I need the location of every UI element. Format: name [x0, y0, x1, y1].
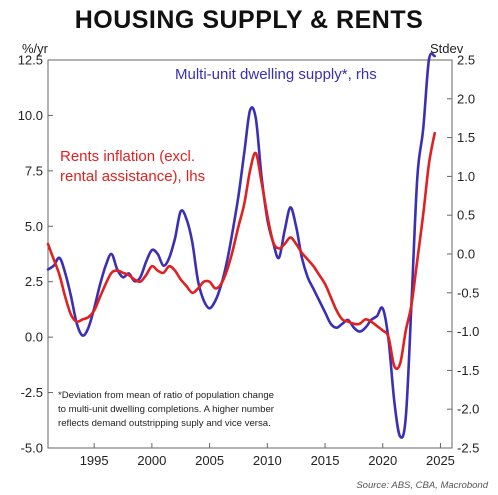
footnote-line-2: to multi-unit dwelling completions. A hi…: [58, 404, 275, 415]
left-tick-label: 5.0: [25, 219, 43, 234]
right-tick-label: -0.5: [457, 285, 479, 300]
left-tick-label: 0.0: [25, 330, 43, 345]
rents-series-label-line2: rental assistance), lhs: [60, 168, 205, 185]
x-tick-label: 2000: [137, 453, 166, 468]
supply-series-line: [46, 52, 436, 439]
right-tick-label: -1.5: [457, 363, 479, 378]
left-axis-unit: %/yr: [22, 41, 49, 56]
left-tick-label: 12.5: [18, 53, 43, 68]
right-tick-label: -2.5: [457, 441, 479, 456]
right-tick-label: 1.5: [457, 130, 475, 145]
footnote-line-3: reflects demand outstripping suply and v…: [58, 418, 271, 429]
right-tick-label: 1.0: [457, 169, 475, 184]
right-tick-label: 2.5: [457, 53, 475, 68]
right-tick-label: 0.5: [457, 208, 475, 223]
rents-series-line: [46, 131, 436, 371]
x-tick-label: 2015: [311, 453, 340, 468]
rents-series-label-line1: Rents inflation (excl.: [60, 148, 195, 165]
right-tick-label: 0.0: [457, 247, 475, 262]
right-tick-label: -1.0: [457, 324, 479, 339]
left-tick-label: -2.5: [21, 385, 43, 400]
right-axis-unit: Stdev: [430, 41, 464, 56]
x-tick-label: 2010: [253, 453, 282, 468]
left-tick-label: -5.0: [21, 441, 43, 456]
supply-series-label: Multi-unit dwelling supply*, rhs: [175, 66, 377, 83]
x-tick-label: 2005: [195, 453, 224, 468]
x-tick-label: 1995: [80, 453, 109, 468]
source-note: Source: ABS, CBA, Macrobond: [356, 480, 488, 491]
chart-title: HOUSING SUPPLY & RENTS: [74, 6, 424, 34]
left-tick-label: 7.5: [25, 163, 43, 178]
right-tick-label: -2.0: [457, 402, 479, 417]
series-layer: [46, 52, 436, 439]
right-tick-label: 2.0: [457, 91, 475, 106]
ticks-layer: 12.5 10.0 7.5 5.0 2.5 0.0 -2.5 -5.0 2.5 2.0 1.5 1.0…: [18, 53, 480, 469]
x-tick-label: 2025: [426, 453, 455, 468]
x-tick-label: 2020: [368, 453, 397, 468]
left-tick-label: 10.0: [18, 108, 43, 123]
left-tick-label: 2.5: [25, 274, 43, 289]
footnote-line-1: *Deviation from mean of ratio of populat…: [58, 390, 274, 401]
